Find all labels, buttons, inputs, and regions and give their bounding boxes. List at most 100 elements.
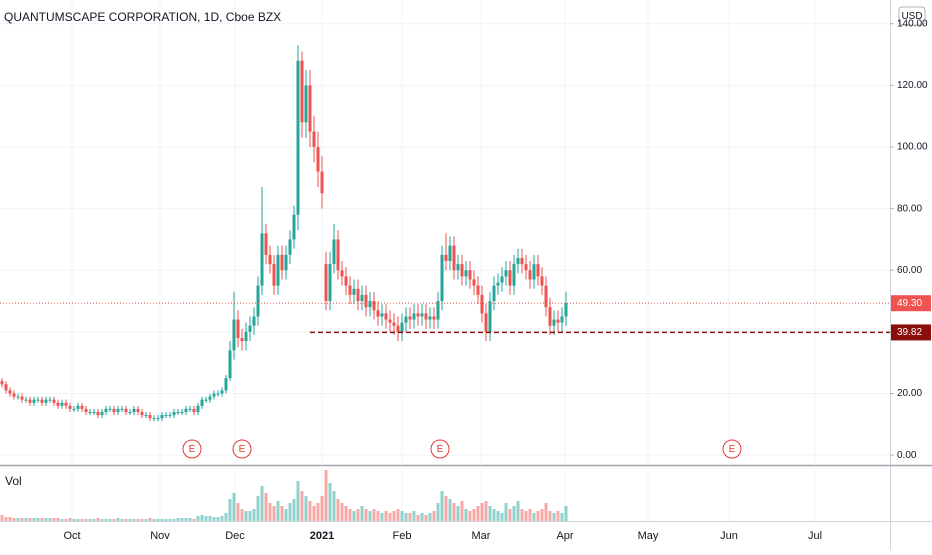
- earnings-marker[interactable]: [430, 439, 450, 459]
- volume-bar: [520, 509, 524, 521]
- candle-body: [80, 405, 84, 409]
- volume-bar: [448, 499, 452, 521]
- candle-body: [76, 405, 80, 409]
- candle-body: [92, 411, 96, 413]
- volume-bar: [252, 509, 256, 521]
- candle-body: [188, 408, 192, 410]
- candle-body: [236, 319, 240, 339]
- candle-body: [232, 319, 236, 351]
- candle-body: [540, 276, 544, 286]
- candle-body: [480, 294, 484, 314]
- x-tick-label: Jun: [720, 530, 738, 542]
- candle-body: [368, 301, 372, 308]
- volume-bar: [428, 513, 432, 521]
- volume-bar: [488, 506, 492, 521]
- candle-body: [28, 399, 32, 403]
- candle-body: [8, 390, 12, 394]
- candle-body: [496, 282, 500, 286]
- currency-label[interactable]: USD: [901, 11, 922, 22]
- candle-body: [52, 399, 56, 403]
- volume-bar: [204, 516, 208, 521]
- volume-bar: [332, 491, 336, 521]
- earnings-marker[interactable]: [232, 439, 252, 459]
- volume-bar: [492, 509, 496, 521]
- earnings-marker[interactable]: [722, 439, 742, 459]
- volume-bar: [556, 511, 560, 521]
- volume-bar: [516, 501, 520, 521]
- volume-bar: [364, 509, 368, 521]
- level-tag: [891, 324, 931, 341]
- candle-body: [404, 316, 408, 323]
- volume-bar: [44, 518, 48, 521]
- volume-bar: [432, 511, 436, 521]
- volume-bar: [192, 519, 196, 521]
- candle-body: [476, 285, 480, 295]
- volume-bar: [292, 499, 296, 521]
- volume-bar: [552, 513, 556, 521]
- volume-bar: [400, 511, 404, 521]
- candle-body: [356, 288, 360, 302]
- volume-bar: [48, 518, 52, 521]
- candle-body: [560, 316, 564, 323]
- volume-bar: [264, 493, 268, 521]
- candle-body: [464, 270, 468, 277]
- candle-body: [208, 396, 212, 400]
- candle-body: [84, 408, 88, 412]
- volume-bar: [512, 506, 516, 521]
- candle-body: [260, 233, 264, 286]
- earnings-label: E: [239, 444, 246, 455]
- volume-bar: [564, 506, 568, 521]
- volume-bar: [164, 519, 168, 521]
- volume-bar: [88, 519, 92, 521]
- candle-body: [104, 408, 108, 412]
- volume-bar: [536, 511, 540, 521]
- candle-body: [364, 294, 368, 308]
- volume-bar: [160, 519, 164, 521]
- volume-bar: [280, 506, 284, 521]
- level-label: 39.82: [897, 327, 922, 338]
- volume-bar: [392, 511, 396, 521]
- candle-body: [184, 408, 188, 412]
- volume-bar: [388, 513, 392, 521]
- candle-body: [20, 396, 24, 400]
- volume-bar: [408, 513, 412, 521]
- candle-body: [532, 264, 536, 280]
- volume-bar: [372, 509, 376, 521]
- candle-body: [300, 60, 304, 123]
- candle-body: [284, 254, 288, 271]
- candle-body: [352, 288, 356, 295]
- earnings-marker[interactable]: [182, 439, 202, 459]
- volume-bar: [148, 518, 152, 521]
- candle-body: [108, 408, 112, 410]
- candle-body: [344, 276, 348, 286]
- x-tick-label: Apr: [556, 530, 573, 542]
- candle-body: [116, 408, 120, 412]
- volume-bar: [468, 511, 472, 521]
- volume-bar: [508, 509, 512, 521]
- candle-body: [472, 279, 476, 286]
- candle-body: [324, 264, 328, 302]
- candle-body: [376, 310, 380, 317]
- volume-bar: [256, 496, 260, 521]
- volume-bar: [304, 496, 308, 521]
- volume-bar: [8, 517, 12, 521]
- candle-body: [512, 264, 516, 286]
- candle-body: [244, 331, 248, 342]
- volume-bar: [84, 519, 88, 521]
- currency-button[interactable]: [898, 6, 926, 26]
- candle-body: [156, 418, 160, 420]
- volume-bar: [208, 516, 212, 521]
- volume-bar: [484, 501, 488, 521]
- candle-body: [268, 254, 272, 265]
- volume-bar: [96, 518, 100, 521]
- volume-bar: [344, 506, 348, 521]
- candle-body: [32, 399, 36, 403]
- candle-body: [328, 264, 332, 302]
- candle-body: [440, 254, 444, 302]
- volume-bar: [436, 503, 440, 521]
- last-price-tag: [891, 295, 931, 312]
- x-tick-label: Oct: [63, 530, 80, 542]
- candle-body: [420, 313, 424, 317]
- volume-bar: [276, 501, 280, 521]
- candle-body: [548, 307, 552, 326]
